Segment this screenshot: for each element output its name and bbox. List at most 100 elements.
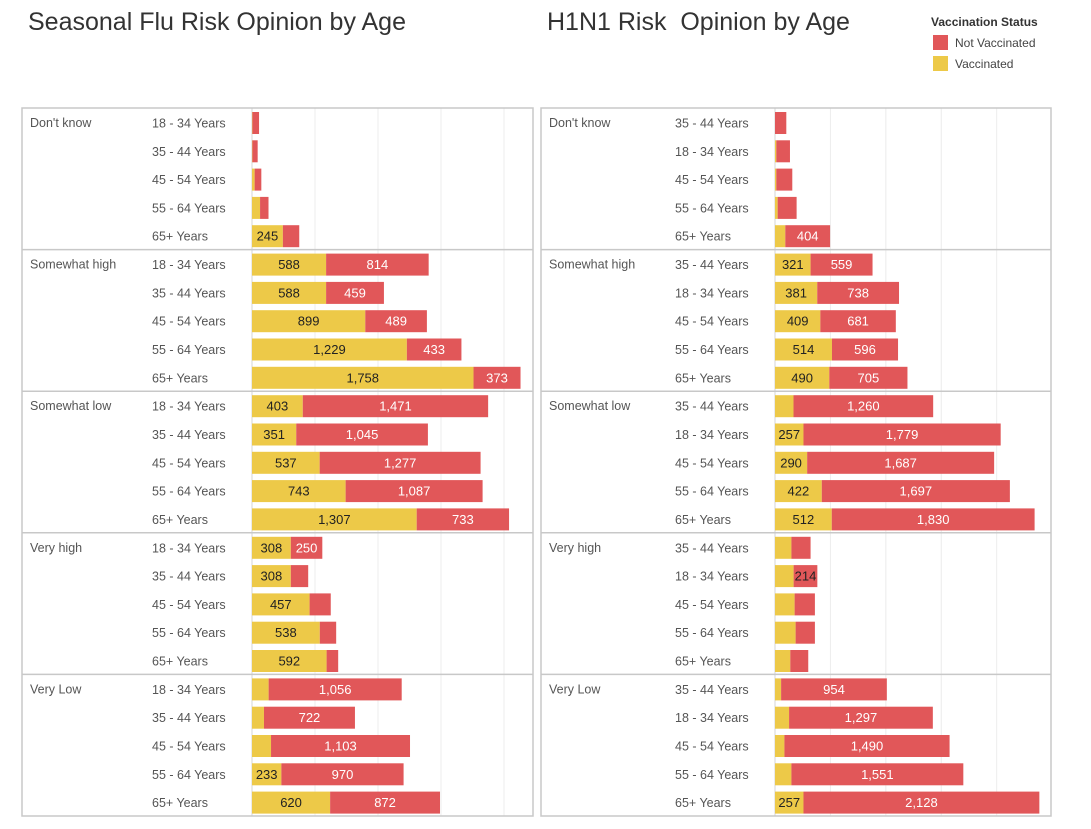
data-label-not-vaccinated: 1,471 xyxy=(379,399,412,414)
bar-not-vaccinated xyxy=(795,621,815,644)
bar-not-vaccinated xyxy=(791,763,964,786)
age-label: 35 - 44 Years xyxy=(152,428,226,442)
bar-vaccinated xyxy=(252,423,297,446)
data-label-not-vaccinated: 705 xyxy=(858,370,880,385)
age-label: 65+ Years xyxy=(152,230,208,244)
legend-swatch-not-vaccinated xyxy=(933,35,948,50)
bar-not-vaccinated xyxy=(807,451,995,474)
chart-svg: Don't know 35 - 44 Years 18 - 34 Years 45 -… xyxy=(540,107,1052,817)
bar-not-vaccinated xyxy=(416,508,510,531)
data-label-vaccinated: 620 xyxy=(280,795,302,810)
age-label: 35 - 44 Years xyxy=(675,117,749,131)
bar-vaccinated xyxy=(252,395,303,418)
group-label: Don't know xyxy=(549,116,611,130)
data-label-vaccinated: 308 xyxy=(261,569,283,584)
bar-vaccinated xyxy=(775,480,822,503)
data-label-not-vaccinated: 814 xyxy=(367,257,389,272)
data-label-not-vaccinated: 1,056 xyxy=(319,682,352,697)
bar-vaccinated xyxy=(775,508,832,531)
seasonal-chart-title: Seasonal Flu Risk Opinion by Age xyxy=(28,8,406,36)
bar-not-vaccinated xyxy=(290,565,309,588)
age-label: 18 - 34 Years xyxy=(675,711,749,725)
data-label-not-vaccinated: 970 xyxy=(332,767,354,782)
bar-not-vaccinated xyxy=(302,395,489,418)
data-label-vaccinated: 538 xyxy=(275,625,297,640)
age-label: 55 - 64 Years xyxy=(152,343,226,357)
age-label: 35 - 44 Years xyxy=(675,400,749,414)
bar-vaccinated xyxy=(252,621,320,644)
data-label-vaccinated: 537 xyxy=(275,455,297,470)
bar-vaccinated xyxy=(775,791,804,814)
age-label: 18 - 34 Years xyxy=(152,683,226,697)
bar-vaccinated xyxy=(775,225,786,248)
bar-vaccinated xyxy=(775,395,794,418)
data-label-not-vaccinated: 596 xyxy=(854,342,876,357)
age-label: 55 - 64 Years xyxy=(675,343,749,357)
data-label-not-vaccinated: 954 xyxy=(823,682,845,697)
bar-vaccinated xyxy=(252,791,331,814)
data-label-not-vaccinated: 459 xyxy=(344,285,366,300)
age-label: 18 - 34 Years xyxy=(152,258,226,272)
data-label-not-vaccinated: 250 xyxy=(296,540,318,555)
age-label: 65+ Years xyxy=(152,655,208,669)
bar-vaccinated xyxy=(775,621,796,644)
bar-not-vaccinated xyxy=(319,451,481,474)
bar-not-vaccinated xyxy=(260,196,269,219)
age-label: 18 - 34 Years xyxy=(675,286,749,300)
data-label-vaccinated: 1,229 xyxy=(313,342,346,357)
data-label-not-vaccinated: 404 xyxy=(797,229,819,244)
bar-not-vaccinated xyxy=(794,593,815,616)
data-label-not-vaccinated: 1,260 xyxy=(847,399,880,414)
bar-not-vaccinated xyxy=(803,423,1001,446)
age-label: 18 - 34 Years xyxy=(675,428,749,442)
data-label-not-vaccinated: 1,779 xyxy=(886,427,919,442)
bar-vaccinated xyxy=(775,196,778,219)
bar-not-vaccinated xyxy=(406,338,462,361)
bar-not-vaccinated xyxy=(268,678,402,701)
legend-item-vaccinated[interactable]: Vaccinated xyxy=(933,53,1038,74)
bar-not-vaccinated xyxy=(791,536,811,559)
bar-vaccinated xyxy=(252,338,407,361)
legend-item-not-vaccinated[interactable]: Not Vaccinated xyxy=(933,32,1038,53)
age-label: 45 - 54 Years xyxy=(152,315,226,329)
data-label-not-vaccinated: 1,551 xyxy=(861,767,894,782)
data-label-vaccinated: 588 xyxy=(278,257,300,272)
group-label: Very high xyxy=(549,541,601,555)
bar-vaccinated xyxy=(775,310,821,333)
bar-not-vaccinated xyxy=(319,621,337,644)
legend: Vaccination Status Not Vaccinated Vaccin… xyxy=(931,15,1038,74)
legend-label: Vaccinated xyxy=(955,56,1014,71)
bar-not-vaccinated xyxy=(263,706,355,729)
data-label-vaccinated: 422 xyxy=(788,484,810,499)
age-label: 55 - 64 Years xyxy=(675,626,749,640)
bar-not-vaccinated xyxy=(820,310,896,333)
bar-vaccinated xyxy=(775,593,795,616)
h1n1-chart: Don't know 35 - 44 Years 18 - 34 Years 45 -… xyxy=(540,107,1052,817)
bar-vaccinated xyxy=(252,253,327,276)
age-label: 55 - 64 Years xyxy=(152,626,226,640)
age-label: 65+ Years xyxy=(675,796,731,810)
data-label-vaccinated: 290 xyxy=(780,455,802,470)
data-label-vaccinated: 743 xyxy=(288,484,310,499)
age-label: 45 - 54 Years xyxy=(675,173,749,187)
bar-vaccinated xyxy=(252,168,255,191)
age-label: 45 - 54 Years xyxy=(152,173,226,187)
chart-svg: Don't know 18 - 34 Years 35 - 44 Years 45 -… xyxy=(21,107,534,817)
bar-vaccinated xyxy=(252,480,346,503)
group-label: Don't know xyxy=(30,116,92,130)
bar-not-vaccinated xyxy=(793,395,934,418)
group-label: Somewhat high xyxy=(549,258,635,272)
bar-not-vaccinated xyxy=(817,281,900,304)
data-label-not-vaccinated: 872 xyxy=(374,795,396,810)
bar-not-vaccinated xyxy=(252,112,260,134)
age-label: 45 - 54 Years xyxy=(675,740,749,754)
group-label: Very Low xyxy=(30,682,82,696)
data-label-not-vaccinated: 1,045 xyxy=(346,427,379,442)
bar-vaccinated xyxy=(252,678,269,701)
bar-vaccinated xyxy=(252,650,327,672)
data-label-vaccinated: 899 xyxy=(298,314,320,329)
bar-not-vaccinated xyxy=(254,168,262,191)
bar-not-vaccinated xyxy=(831,338,899,361)
bar-vaccinated xyxy=(252,735,272,757)
data-label-not-vaccinated: 1,297 xyxy=(845,710,878,725)
